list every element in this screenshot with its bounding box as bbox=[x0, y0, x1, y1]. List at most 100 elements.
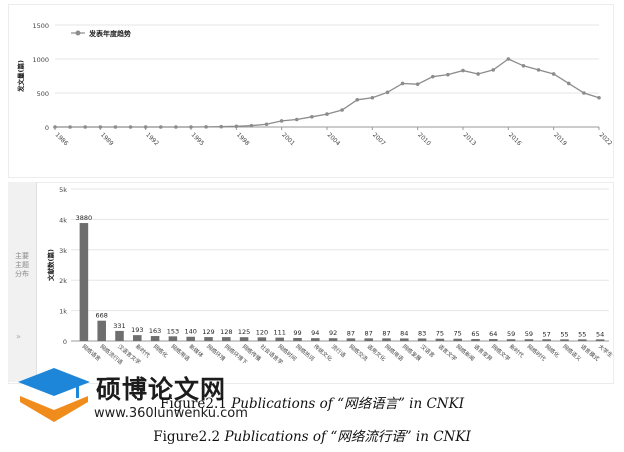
x-tick-label: 网络文学 bbox=[490, 342, 512, 363]
x-tick-label: 传统文化 bbox=[312, 342, 334, 363]
legend-swatch-marker bbox=[75, 30, 81, 36]
data-point bbox=[98, 125, 103, 129]
data-label: 140 bbox=[184, 328, 196, 336]
y-axis-label: 发文量(篇) bbox=[16, 60, 25, 93]
y-tick-label: 0 bbox=[63, 338, 67, 346]
x-tick-label: 网络交流 bbox=[348, 342, 370, 363]
data-point bbox=[385, 90, 390, 95]
x-tick-label: 2013 bbox=[462, 131, 478, 147]
bar bbox=[222, 337, 231, 341]
bar bbox=[435, 338, 445, 341]
bar bbox=[400, 338, 409, 341]
bar bbox=[79, 223, 89, 341]
trend-line-chart: 0 500 1000 1500 1986 1989 1992 1995 1998 2001 2004… bbox=[16, 22, 613, 147]
data-point bbox=[128, 125, 133, 129]
data-point bbox=[189, 125, 193, 129]
watermark-title: 硕博论文网 bbox=[96, 375, 227, 404]
data-label: 153 bbox=[167, 327, 179, 335]
trend-chart-panel: 0 500 1000 1500 1986 1989 1992 1995 1998 2001 2004… bbox=[8, 4, 614, 178]
x-tick-label: 2016 bbox=[507, 131, 523, 147]
data-point bbox=[264, 122, 269, 127]
data-point bbox=[340, 108, 344, 112]
data-label: 64 bbox=[489, 330, 497, 338]
data-label: 92 bbox=[329, 329, 337, 337]
data-label: 87 bbox=[382, 329, 390, 337]
data-point bbox=[234, 124, 239, 129]
data-label: 94 bbox=[311, 329, 319, 337]
data-point bbox=[174, 125, 178, 129]
x-tick-label: 2007 bbox=[371, 131, 387, 147]
watermark-url: www.360lunwenku.com bbox=[94, 406, 248, 421]
side-tab-label: 主要主题分布 bbox=[15, 252, 29, 278]
bar bbox=[595, 339, 605, 341]
data-point bbox=[53, 125, 57, 129]
y-axis-label: 文献数(篇) bbox=[46, 249, 55, 282]
x-tick-label: 网络时代 bbox=[526, 342, 548, 363]
data-label: 128 bbox=[220, 328, 232, 336]
bar bbox=[239, 337, 249, 341]
y-tick-label: 3k bbox=[59, 247, 67, 255]
x-tick-label: 2001 bbox=[280, 131, 296, 147]
bar bbox=[506, 339, 516, 341]
x-tick-label: 网络用语 bbox=[383, 342, 405, 363]
x-tick-label: 网络新闻 bbox=[454, 342, 476, 362]
bar bbox=[204, 337, 213, 341]
figure-caption-1: Figure2.1 Publications of “网络语言” in CNKI bbox=[159, 396, 465, 412]
bar bbox=[417, 338, 427, 341]
legend-label: 发表年度趋势 bbox=[88, 29, 131, 38]
y-tick-label: 0 bbox=[45, 124, 49, 132]
bar bbox=[542, 339, 551, 341]
y-tick-label: 1k bbox=[59, 308, 67, 316]
data-label: 193 bbox=[131, 326, 143, 334]
x-tick-label: 网络语言 bbox=[81, 342, 103, 363]
y-tick-label: 2k bbox=[59, 277, 67, 285]
topic-chart-panel: 0 1k 2k 3k 4k 5k 文献数(篇) 3880 网络语言 668 网络流行语 331 汉语言文… bbox=[8, 182, 615, 384]
data-point bbox=[68, 125, 72, 129]
data-point bbox=[506, 57, 511, 61]
data-label: 99 bbox=[293, 329, 301, 337]
data-label: 120 bbox=[256, 328, 268, 336]
side-tab[interactable]: 主要主题分布 » bbox=[8, 182, 37, 382]
topic-bar-chart: 01k2k3k4k5k文献数(篇)3880网络语言668网络流行语331汉语言文… bbox=[46, 186, 615, 367]
data-point bbox=[551, 72, 556, 76]
data-point bbox=[249, 123, 254, 128]
data-label: 87 bbox=[365, 329, 373, 337]
x-tick-label: 1995 bbox=[190, 131, 206, 147]
bar bbox=[471, 339, 480, 341]
x-tick-label: 网络热词 bbox=[294, 342, 316, 363]
bar bbox=[524, 339, 534, 341]
x-tick-label: 2004 bbox=[326, 131, 342, 147]
graduation-cap-icon bbox=[18, 368, 90, 422]
data-point bbox=[158, 125, 163, 129]
x-tick-label: 2019 bbox=[552, 131, 568, 147]
y-tick-label: 500 bbox=[37, 90, 49, 98]
data-label: 75 bbox=[454, 330, 462, 338]
x-tick-label: 语言变异 bbox=[472, 342, 494, 363]
data-point bbox=[461, 68, 465, 73]
data-label: 125 bbox=[238, 328, 250, 336]
bar bbox=[257, 337, 267, 341]
bar bbox=[293, 337, 302, 341]
bar bbox=[133, 335, 142, 341]
x-tick-label: 2022 bbox=[598, 131, 613, 147]
x-tick-label: 语言文学 bbox=[437, 342, 459, 363]
bar bbox=[560, 339, 569, 341]
bar bbox=[97, 320, 106, 341]
data-point bbox=[370, 95, 375, 100]
x-tick-label: 语用文化 bbox=[365, 342, 387, 363]
data-point bbox=[83, 125, 88, 129]
bar bbox=[328, 338, 338, 341]
data-label: 57 bbox=[543, 330, 551, 338]
data-label: 59 bbox=[525, 330, 533, 338]
x-tick-label: 网络化 bbox=[152, 342, 170, 359]
data-point bbox=[476, 72, 480, 76]
data-label: 75 bbox=[436, 330, 444, 338]
data-point bbox=[491, 68, 496, 72]
x-tick-label: 1992 bbox=[144, 131, 160, 147]
data-label: 163 bbox=[149, 327, 161, 335]
data-point bbox=[446, 72, 450, 77]
x-tick-label: 网络环境 bbox=[205, 342, 227, 363]
data-label: 3880 bbox=[76, 214, 93, 222]
y-tick-label: 1000 bbox=[32, 56, 49, 64]
bar bbox=[489, 339, 498, 341]
